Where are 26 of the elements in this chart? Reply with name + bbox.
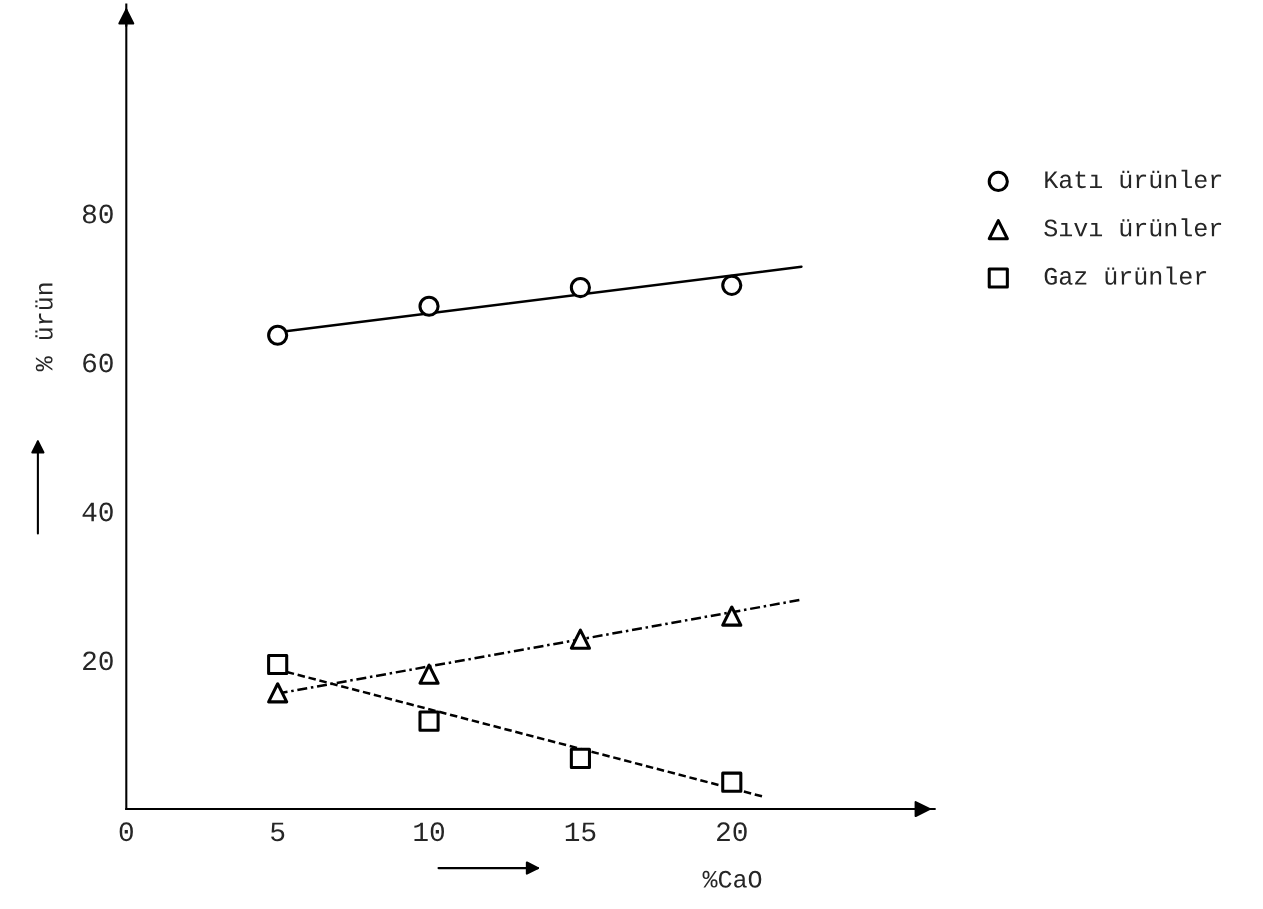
x-tick-label: 15 (565, 822, 596, 842)
point (267, 653, 289, 676)
point (569, 628, 591, 650)
y-axis-title: % ürün (35, 283, 53, 372)
legend-label: Katı ürünler (1045, 169, 1222, 189)
point (267, 324, 289, 346)
point (418, 710, 440, 732)
y-tick-label: 40 (82, 502, 113, 522)
point (418, 295, 440, 317)
point (418, 663, 440, 685)
legend-label: Gaz ürünler (1044, 266, 1207, 285)
x-tick-label: 5 (271, 822, 285, 842)
x-axis-title: %CaO (702, 870, 762, 888)
point (267, 682, 289, 704)
y-tick-label: 80 (82, 204, 113, 224)
point (721, 771, 743, 793)
x-tick-label: 0 (119, 822, 133, 842)
x-tick-label: 20 (717, 822, 747, 842)
x-tick-label: 10 (414, 822, 444, 842)
point (721, 605, 743, 627)
y-tick-label: 60 (83, 353, 113, 373)
y-tick-label: 20 (83, 651, 113, 671)
point (721, 274, 743, 296)
point (569, 277, 591, 299)
legend-label: Sıvı ürünler (1044, 218, 1222, 237)
point (569, 747, 591, 769)
